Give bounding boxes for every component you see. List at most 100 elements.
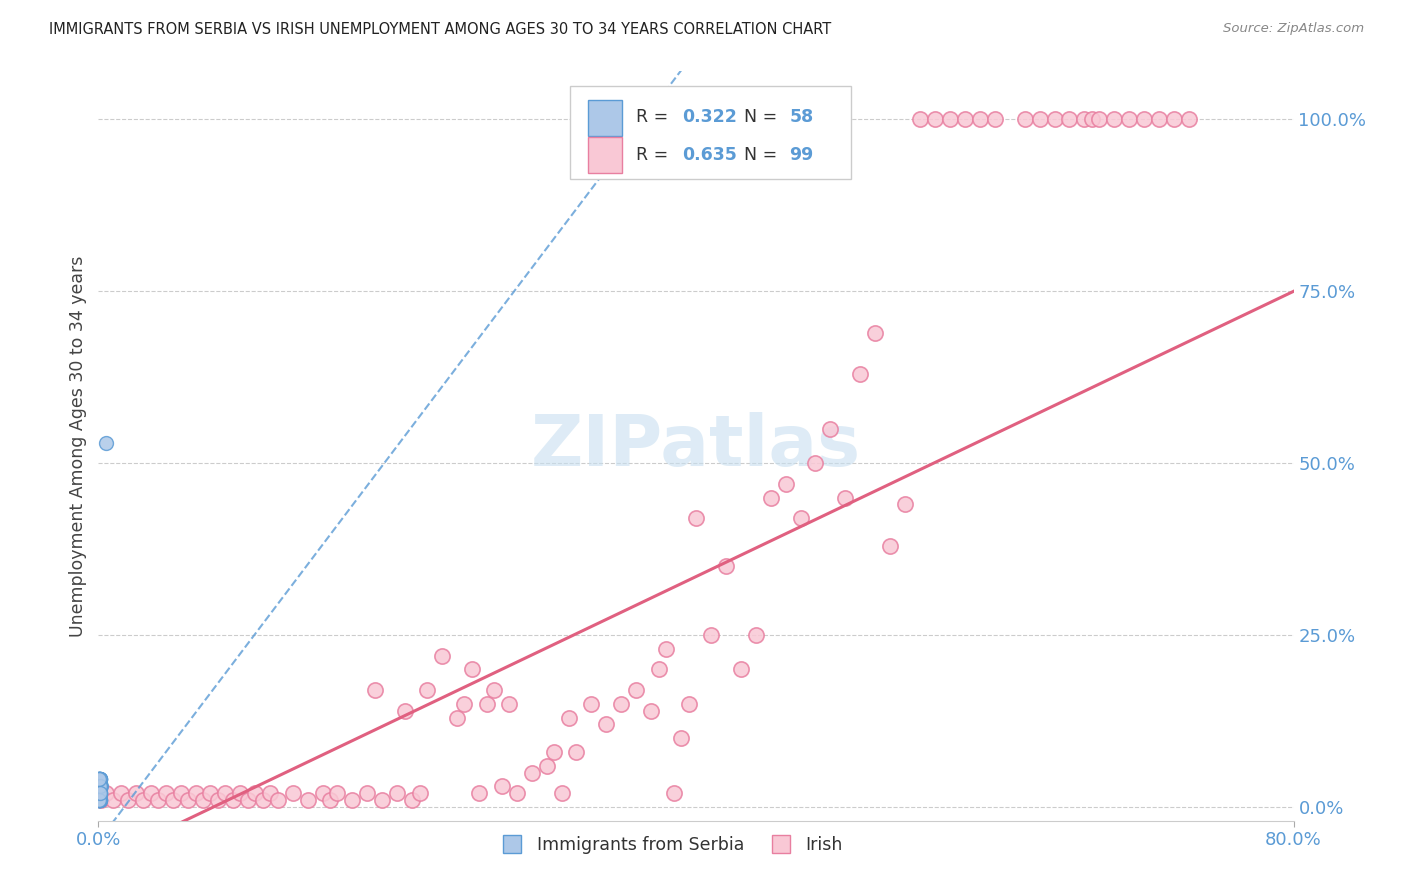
Point [89,793,111,807]
Point [117,793,139,807]
Point [595,717,617,731]
Point [1073,112,1095,127]
Point [468,786,491,800]
Point [89,786,111,800]
Point [356,786,378,800]
Point [789,511,811,525]
Point [89,793,111,807]
Point [745,628,768,642]
Point [939,112,962,127]
Point [94,786,117,800]
Text: N =: N = [744,109,783,127]
Point [453,697,475,711]
Point [520,765,543,780]
Point [132,793,155,807]
Point [655,641,678,656]
Point [297,793,319,807]
Point [87,786,110,800]
Point [89,772,111,787]
Point [87,786,110,800]
Point [200,786,222,800]
Text: R =: R = [637,109,673,127]
Point [1014,112,1036,127]
Point [89,772,111,787]
Point [626,683,648,698]
Point [89,779,111,793]
Point [89,793,111,807]
Point [461,662,484,676]
Point [640,704,662,718]
Point [385,786,409,800]
Point [89,786,111,800]
Point [408,786,430,800]
Point [319,793,342,807]
Point [491,779,513,793]
Text: 0.635: 0.635 [682,146,737,164]
Point [647,662,669,676]
Text: R =: R = [637,146,673,164]
Point [89,772,111,787]
Point [89,786,111,800]
Point [89,772,111,787]
Point [1178,112,1201,127]
Point [894,498,917,512]
Point [1118,112,1140,127]
Point [558,710,581,724]
Point [155,786,177,800]
Point [714,559,737,574]
Point [89,786,111,800]
Point [364,683,387,698]
Point [89,779,111,793]
Point [89,779,111,793]
Point [148,793,170,807]
Text: 0.322: 0.322 [682,109,737,127]
Point [730,662,752,676]
Legend: Immigrants from Serbia, Irish: Immigrants from Serbia, Irish [495,829,849,861]
Point [110,786,132,800]
Point [259,786,281,800]
Point [236,793,259,807]
Point [1028,112,1050,127]
Point [103,793,125,807]
Point [685,511,707,525]
Point [207,793,229,807]
Point [89,793,111,807]
Point [245,786,267,800]
Point [89,786,111,800]
Point [1043,112,1066,127]
Point [89,772,111,787]
Point [89,786,111,800]
Point [87,793,110,807]
Point [865,326,887,340]
Text: 99: 99 [789,146,814,164]
Point [90,793,112,807]
Point [506,786,529,800]
Point [89,779,111,793]
Point [610,697,633,711]
Point [311,786,333,800]
Point [89,779,111,793]
Point [475,697,498,711]
Point [94,435,117,450]
Text: N =: N = [744,146,783,164]
Point [89,793,111,807]
Point [849,367,872,381]
Point [984,112,1007,127]
Point [125,786,148,800]
Point [229,786,252,800]
Point [252,793,274,807]
Point [543,745,565,759]
Point [177,793,200,807]
Point [87,793,110,807]
Point [89,772,111,787]
Point [191,793,214,807]
Point [87,772,110,787]
Point [484,683,506,698]
Point [401,793,423,807]
Point [89,779,111,793]
Point [89,779,111,793]
Point [394,704,416,718]
Point [267,793,290,807]
Point [139,786,162,800]
Point [1163,112,1185,127]
